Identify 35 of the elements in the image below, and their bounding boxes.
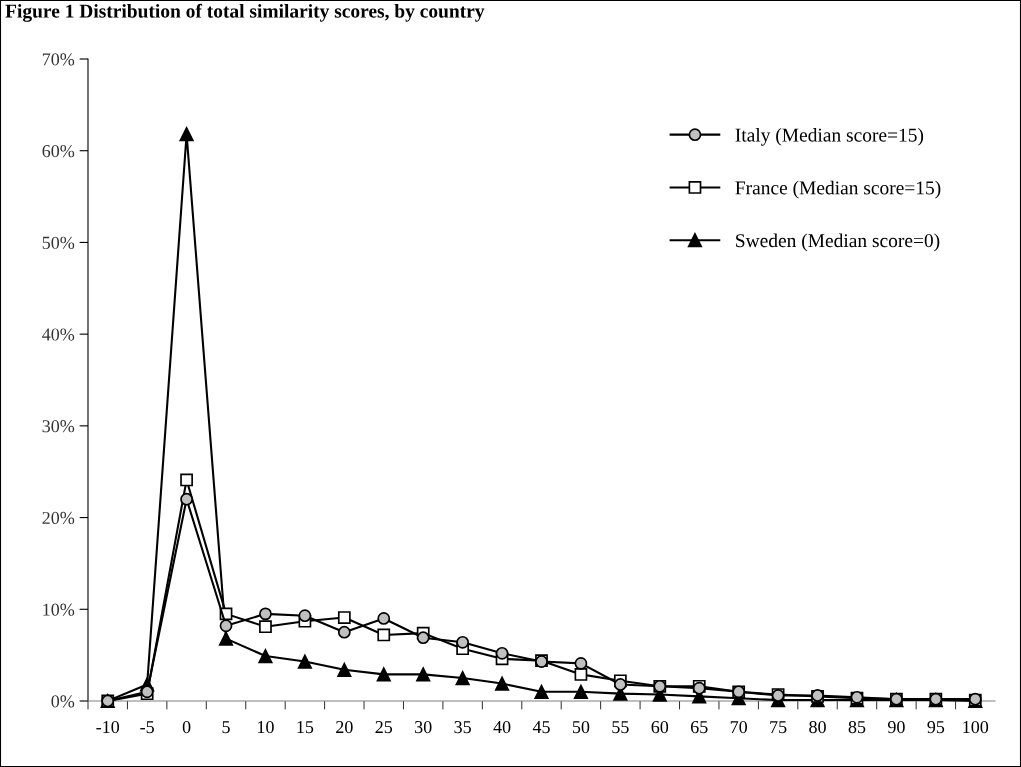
chart-title: Figure 1 Distribution of total similarity scores, by country [5, 3, 485, 22]
y-tick-label: 0% [51, 695, 75, 708]
x-tick-label: 95 [927, 721, 945, 734]
x-tick-label: 65 [690, 721, 708, 734]
legend-label: Italy (Median score=15) [735, 127, 924, 146]
y-tick-label: 10% [43, 603, 75, 616]
x-tick-label: 25 [375, 721, 393, 734]
y-tick-label: 70% [42, 53, 75, 66]
x-tick-label: -10 [96, 720, 120, 734]
legend-label: Sweden (Median score=0) [736, 233, 940, 252]
x-tick-label: 20 [336, 720, 353, 734]
x-tick-label: 35 [454, 721, 471, 734]
y-tick-label: 60% [42, 144, 75, 158]
x-tick-label: -5 [140, 721, 154, 734]
y-tick-label: 50% [42, 236, 75, 249]
y-tick-label: 20% [42, 511, 75, 525]
x-tick-label: 55 [612, 721, 629, 734]
x-tick-label: 60 [651, 720, 669, 734]
x-tick-label: 50 [572, 720, 590, 734]
x-tick-label: 0 [182, 720, 191, 734]
x-tick-label: 80 [809, 720, 826, 734]
legend-label: France (Median score=15) [735, 180, 941, 199]
x-tick-label: 40 [493, 720, 511, 734]
y-tick-label: 40% [42, 328, 75, 341]
x-tick-label: 100 [963, 720, 989, 734]
x-tick-label: 30 [415, 720, 432, 734]
x-tick-label: 85 [848, 720, 866, 734]
x-tick-label: 90 [887, 720, 905, 734]
x-tick-label: 5 [222, 721, 230, 734]
y-tick-label: 30% [42, 420, 75, 433]
x-tick-label: 45 [532, 721, 550, 734]
x-tick-label: 70 [730, 720, 748, 734]
x-tick-label: 75 [770, 721, 787, 734]
x-tick-label: 10 [258, 720, 274, 734]
x-tick-label: 15 [297, 721, 314, 734]
